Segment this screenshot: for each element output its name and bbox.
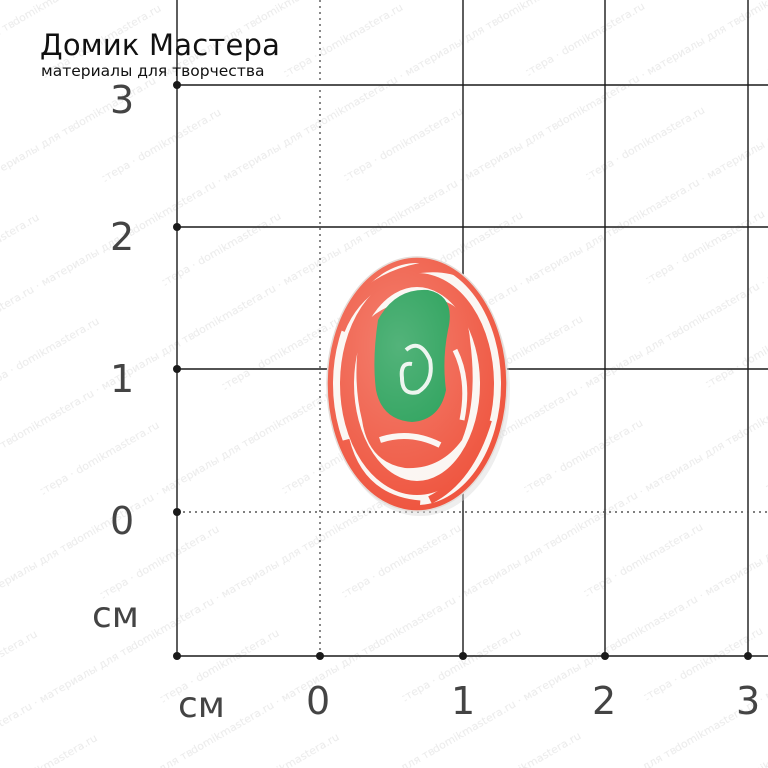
brand-title: Домик Мастера xyxy=(40,28,281,62)
brand-logo: Домик Мастера материалы для творчества xyxy=(40,28,280,80)
y-tick-label-2: 2 xyxy=(110,215,135,259)
y-tick-label-3: 3 xyxy=(110,78,135,122)
y-tick-label-1: 1 xyxy=(110,357,135,401)
x-unit-label: см xyxy=(178,685,225,726)
brand-subtitle: материалы для творчества xyxy=(41,62,265,80)
y-unit-label: см xyxy=(92,595,139,636)
ruler-zero-lines xyxy=(177,0,768,656)
x-tick-label-2: 2 xyxy=(592,679,617,723)
x-tick-label-1: 1 xyxy=(451,679,476,723)
y-tick-label-0: 0 xyxy=(110,499,135,543)
cabochon-bead xyxy=(326,256,510,516)
x-tick-label-0: 0 xyxy=(306,679,331,723)
x-tick-label-3: 3 xyxy=(736,679,761,723)
ruler-tick-dots xyxy=(173,81,752,660)
